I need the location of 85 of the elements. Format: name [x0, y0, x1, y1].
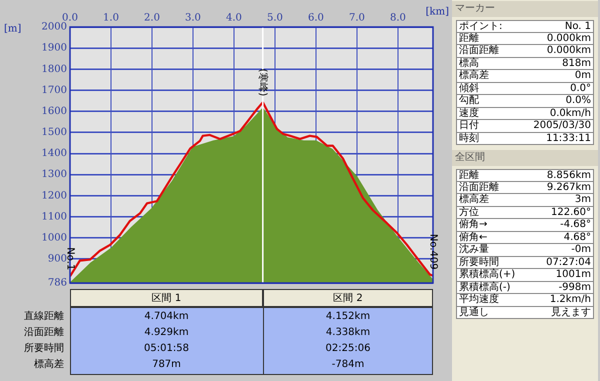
x-tick-label: 7.0 [348, 12, 365, 24]
text: 所要時間 [459, 256, 499, 268]
text: 2005/03/30 [533, 120, 591, 132]
text: ポイント: [459, 21, 502, 33]
text: 直線距離 [23, 310, 64, 324]
text: 818m [562, 58, 591, 70]
annotation: (寒峰) [257, 68, 270, 96]
x-axis-title: [km] [426, 6, 450, 18]
text: 沿面距離 [459, 182, 499, 194]
x-tick-label: 8.0 [390, 12, 406, 24]
y-tick-label: 2000 [42, 22, 67, 33]
text: 4.929km [143, 326, 190, 340]
text: 傾斜 [459, 82, 479, 95]
text: 8.856km [546, 170, 591, 182]
text: 1001m [556, 269, 591, 282]
annotation: No.409 [427, 234, 438, 270]
x-tick-label: 2.0 [144, 12, 160, 24]
text: 0.0% [566, 95, 591, 108]
text: 787m [151, 358, 182, 372]
y-tick-label: 786 [48, 278, 67, 289]
text: 全区間 [452, 150, 598, 166]
y-tick-label: 1700 [42, 84, 67, 96]
text: 方位 [459, 206, 479, 218]
text: 距離 [459, 170, 479, 182]
y-tick-label: 1200 [42, 190, 67, 202]
text: 0.0km/h [550, 108, 591, 120]
text: 05:01:58 [143, 342, 190, 356]
text: -998m [558, 282, 591, 294]
text: 1.2km/h [550, 294, 591, 306]
text: 平均速度 [459, 294, 499, 306]
text: 累積標高(+) [459, 269, 516, 282]
y-tick-label: 1100 [42, 211, 67, 222]
text: 4.68° [564, 232, 591, 244]
y-tick-label: 1800 [42, 64, 67, 75]
text: 距離 [459, 32, 479, 45]
text: マーカー [452, 1, 598, 17]
text: 俯角← [459, 232, 488, 244]
text: 9.267km [546, 182, 591, 194]
y-tick-label: 1900 [42, 42, 67, 54]
text: 122.60° [551, 206, 591, 219]
text: 4.338km [324, 326, 372, 340]
y-tick-label: 1600 [42, 106, 67, 117]
text: 3m [574, 194, 591, 206]
y-tick-label: 1400 [42, 148, 67, 160]
text: 0.000km [546, 32, 591, 45]
text: 速度 [459, 108, 479, 120]
text: 標高差 [459, 194, 489, 206]
text: 所要時間 [23, 342, 64, 356]
text: 07:27:04 [546, 256, 591, 269]
x-tick-label: 6.0 [308, 12, 324, 24]
y-tick-label: 1500 [42, 127, 67, 138]
text: 02:25:06 [324, 342, 372, 356]
text: 区間 2 [263, 289, 433, 307]
text: 標高差 [33, 358, 64, 372]
text: 0.000km [546, 45, 591, 58]
text: -4.68° [560, 219, 591, 232]
text: 標高 [459, 58, 479, 70]
text: 0.0° [570, 82, 591, 95]
y-axis-title: [m] [4, 24, 22, 35]
text: -0m [571, 244, 591, 256]
text: 時刻 [459, 132, 479, 145]
text: 11:33:11 [546, 132, 591, 145]
x-tick-label: 3.0 [185, 12, 201, 24]
text: 累積標高(-) [459, 282, 510, 294]
text: -784m [330, 358, 366, 372]
x-tick-label: 4.0 [226, 12, 242, 24]
text: No. 1 [564, 21, 591, 33]
text: 沿面距離 [459, 45, 499, 58]
text: 0m [574, 70, 591, 82]
text: 勾配 [459, 95, 479, 108]
y-tick-label: 1300 [42, 169, 67, 180]
text: 標高差 [459, 70, 489, 82]
text: 区間 1 [70, 289, 263, 307]
x-tick-label: 5.0 [266, 12, 283, 24]
text: 4.152km [324, 310, 372, 324]
y-tick-label: 1000 [42, 232, 67, 244]
x-tick-label: 1.0 [103, 12, 119, 24]
text: 日付 [459, 120, 479, 132]
y-tick-label: 900 [48, 254, 67, 265]
text: 沈み量 [459, 244, 489, 256]
text: 沿面距離 [23, 326, 64, 340]
text: 4.704km [143, 310, 190, 324]
text: 見えます [551, 306, 591, 319]
text: 俯角→ [459, 219, 488, 232]
text: 見通し [459, 306, 489, 319]
